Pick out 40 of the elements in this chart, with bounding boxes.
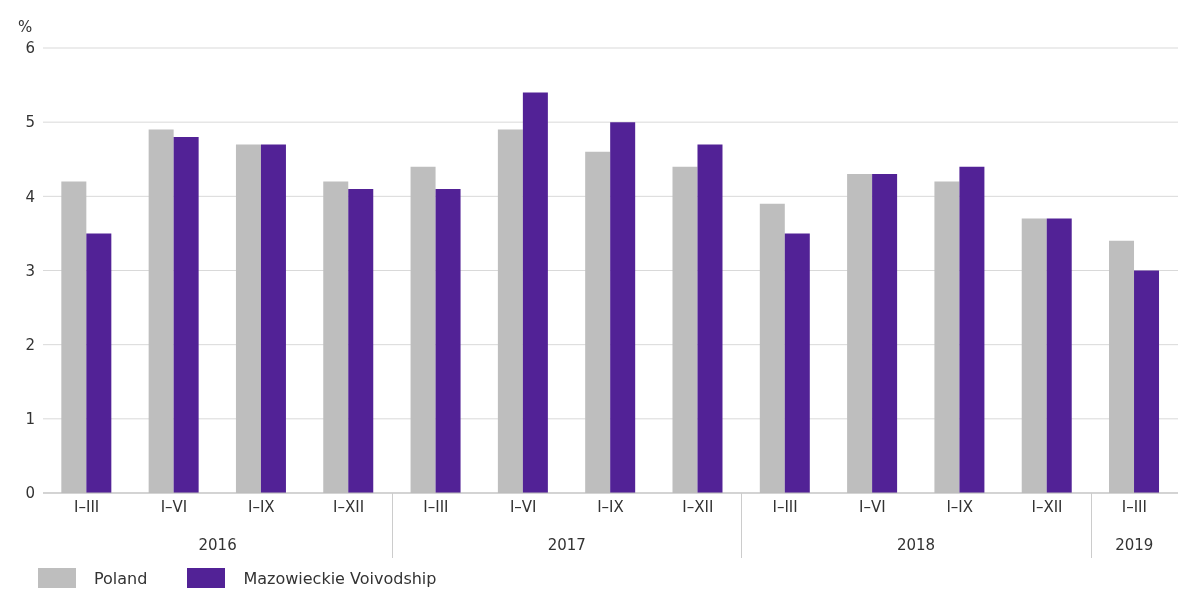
y-tick-label: 5 bbox=[25, 113, 35, 132]
text: 2019 bbox=[1114, 536, 1155, 554]
text: 2017 bbox=[546, 536, 587, 554]
x-tick-label: I–III bbox=[772, 497, 798, 516]
x-tick-label: I–XII bbox=[682, 497, 714, 516]
bar bbox=[86, 233, 112, 493]
x-tick-label: I–XII bbox=[333, 497, 365, 516]
y-tick-label: 3 bbox=[25, 261, 35, 280]
y-tick-label: 6 bbox=[25, 39, 35, 58]
bar bbox=[348, 188, 374, 493]
bar bbox=[260, 144, 286, 493]
x-tick-label: I–VI bbox=[160, 497, 188, 516]
x-tick-label: I–III bbox=[423, 497, 449, 516]
y-axis-title: % bbox=[18, 18, 33, 36]
x-tick-label: I–IX bbox=[247, 497, 275, 516]
bar bbox=[1046, 218, 1072, 493]
x-tick-label: I–XII bbox=[1031, 497, 1063, 516]
bar bbox=[697, 144, 723, 493]
text: 2018 bbox=[895, 536, 937, 554]
y-tick-label: 4 bbox=[25, 187, 35, 206]
x-tick-label: I–VI bbox=[509, 497, 537, 516]
x-tick-label: I–III bbox=[1121, 497, 1147, 516]
x-tick-label: I–VI bbox=[859, 497, 886, 516]
x-tick-label: I–IX bbox=[946, 497, 974, 516]
y-tick-label: 1 bbox=[25, 410, 35, 429]
x-tick-label: I–III bbox=[74, 497, 100, 516]
legend-label: Mazowieckie Voivodship bbox=[243, 568, 437, 588]
bar bbox=[784, 233, 810, 493]
y-tick-label: 0 bbox=[25, 484, 35, 503]
bar bbox=[435, 188, 461, 493]
y-tick-label: 2 bbox=[25, 335, 35, 354]
bar bbox=[959, 166, 985, 493]
bar bbox=[522, 92, 548, 493]
bar bbox=[1134, 270, 1160, 493]
bar bbox=[173, 137, 199, 493]
x-tick-label: I–IX bbox=[597, 497, 624, 516]
bar bbox=[872, 174, 898, 493]
text: 2016 bbox=[197, 536, 238, 554]
legend-label: Poland bbox=[94, 568, 148, 588]
bar bbox=[610, 122, 636, 493]
